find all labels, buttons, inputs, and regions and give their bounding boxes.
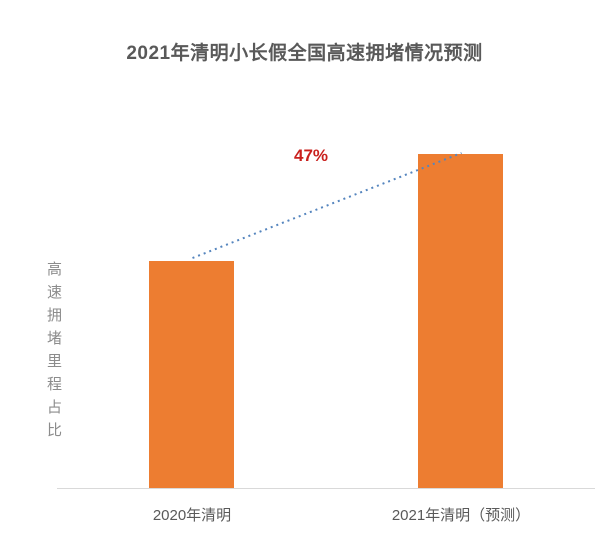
growth-percent-label: 47% [293, 146, 329, 165]
x-axis-line [57, 488, 595, 489]
x-tick-2021-qingming-forecast: 2021年清明（预测） [391, 507, 531, 524]
x-tick-2020-qingming: 2020年清明 [152, 507, 232, 524]
chart-title: 2021年清明小长假全国高速拥堵情况预测 [126, 43, 483, 64]
y-axis-title: 高速拥堵里程占比 [45, 261, 62, 445]
bar-2020-qingming [149, 261, 234, 488]
bar-2021-qingming-forecast [418, 154, 503, 488]
